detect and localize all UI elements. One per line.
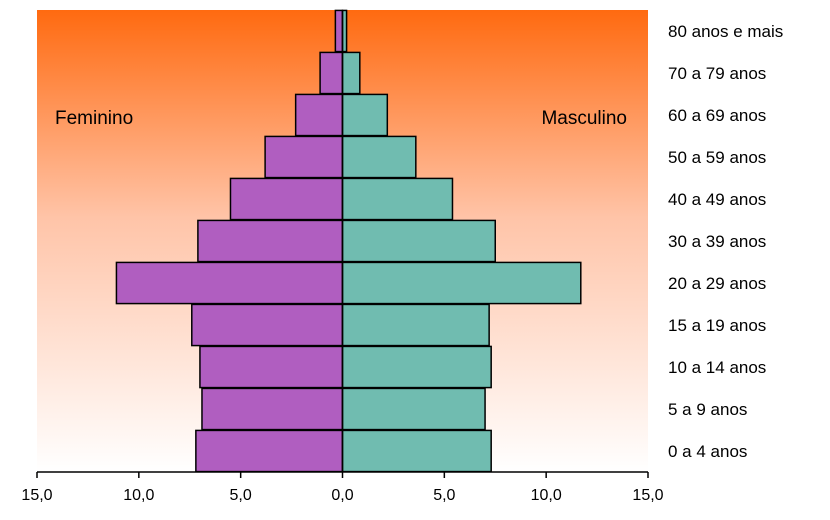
bar-feminino-4	[115, 261, 344, 305]
x-tick-label-1: 10,0	[123, 487, 154, 504]
bar-feminino-6	[229, 177, 344, 221]
bar-masculino-9	[341, 51, 361, 95]
bar-feminino-2	[199, 345, 344, 389]
category-label-10: 80 anos e mais	[668, 22, 783, 41]
x-axis: 15,0 10,0 5,0 0,0 5,0 10,0 15,0	[21, 10, 664, 504]
bar-masculino-5	[341, 219, 496, 263]
bar-masculino-0	[341, 429, 492, 473]
category-label-1: 5 a 9 anos	[668, 400, 747, 419]
category-label-9: 70 a 79 anos	[668, 64, 766, 83]
x-tick-label-2: 5,0	[230, 487, 252, 504]
category-label-3: 15 a 19 anos	[668, 316, 766, 335]
bar-feminino-7	[264, 135, 344, 179]
bar-masculino-3	[341, 303, 490, 347]
bar-masculino-4	[341, 261, 582, 305]
category-label-2: 10 a 14 anos	[668, 358, 766, 377]
category-label-6: 40 a 49 anos	[668, 190, 766, 209]
bar-feminino-5	[197, 219, 344, 263]
series-label-feminino: Feminino	[55, 108, 133, 129]
category-label-5: 30 a 39 anos	[668, 232, 766, 251]
bar-feminino-10	[334, 9, 344, 53]
bar-feminino-1	[201, 387, 344, 431]
category-label-7: 50 a 59 anos	[668, 148, 766, 167]
bar-feminino-9	[319, 51, 344, 95]
x-tick-label-0: 15,0	[21, 487, 52, 504]
bar-feminino-8	[294, 93, 344, 137]
series-label-masculino: Masculino	[541, 108, 627, 129]
category-label-8: 60 a 69 anos	[668, 106, 766, 125]
bar-masculino-2	[341, 345, 492, 389]
x-tick-label-4: 5,0	[433, 487, 455, 504]
bar-masculino-1	[341, 387, 486, 431]
bar-masculino-7	[341, 135, 417, 179]
x-tick-label-3: 0,0	[331, 487, 353, 504]
x-tick-label-5: 10,0	[531, 487, 562, 504]
bar-feminino-3	[191, 303, 344, 347]
category-label-0: 0 a 4 anos	[668, 442, 747, 461]
bar-masculino-8	[341, 93, 389, 137]
category-labels: 0 a 4 anos 5 a 9 anos 10 a 14 anos 15 a 19 …	[668, 22, 783, 461]
bar-masculino-6	[341, 177, 454, 221]
category-label-4: 20 a 29 anos	[668, 274, 766, 293]
bars-layer	[115, 9, 582, 473]
x-tick-label-6: 15,0	[632, 487, 663, 504]
bar-feminino-0	[195, 429, 344, 473]
